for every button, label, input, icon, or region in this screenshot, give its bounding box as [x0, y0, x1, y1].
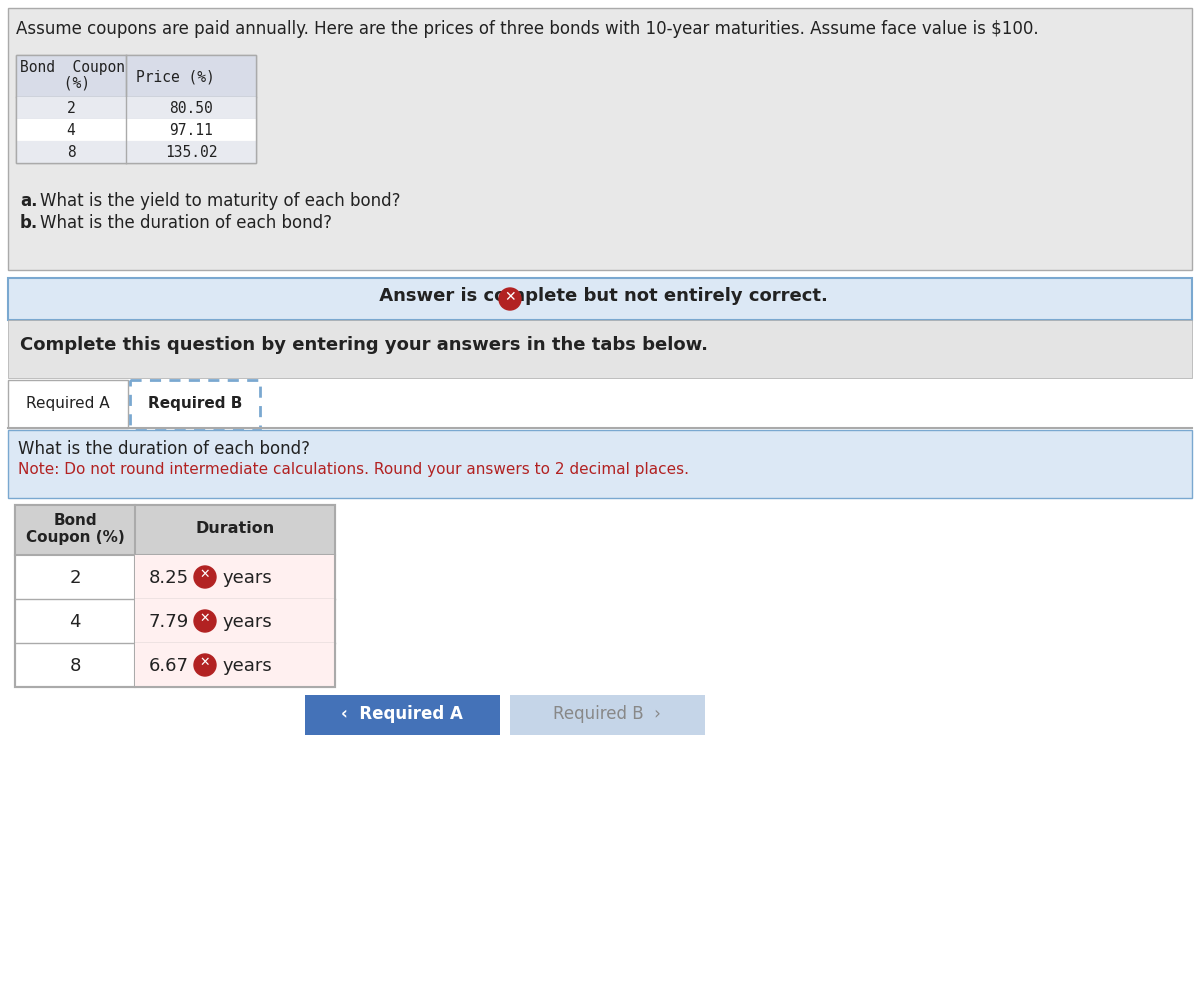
Bar: [16, 97, 256, 119]
Circle shape: [194, 654, 216, 676]
Text: years: years: [223, 569, 272, 587]
Text: 7.79: 7.79: [149, 613, 190, 631]
Text: Required B: Required B: [148, 396, 242, 411]
Text: Price (%): Price (%): [136, 69, 215, 84]
Bar: [510, 695, 706, 735]
Text: 4: 4: [67, 123, 76, 138]
Text: Complete this question by entering your answers in the tabs below.: Complete this question by entering your …: [20, 336, 708, 354]
Bar: [305, 695, 500, 735]
Text: 135.02: 135.02: [164, 145, 217, 160]
Text: Required B  ›: Required B ›: [553, 705, 661, 723]
Bar: [8, 430, 1192, 498]
Bar: [16, 119, 256, 141]
Text: (%): (%): [20, 75, 90, 90]
Text: ✕: ✕: [199, 612, 210, 625]
Text: ✕: ✕: [504, 290, 516, 304]
Text: 8: 8: [70, 657, 80, 675]
Text: years: years: [223, 613, 272, 631]
Text: Required A: Required A: [26, 396, 110, 411]
Bar: [134, 599, 335, 643]
Text: b.: b.: [20, 214, 38, 232]
Bar: [8, 278, 1192, 320]
Circle shape: [499, 288, 521, 310]
Bar: [16, 55, 256, 163]
Text: ✕: ✕: [199, 656, 210, 669]
Text: 97.11: 97.11: [169, 123, 212, 138]
Circle shape: [194, 610, 216, 632]
Bar: [14, 505, 335, 687]
Text: Duration: Duration: [196, 521, 275, 536]
Bar: [16, 141, 256, 163]
Text: ✕: ✕: [199, 568, 210, 581]
Bar: [130, 380, 260, 428]
Bar: [8, 320, 1192, 378]
Text: Note: Do not round intermediate calculations. Round your answers to 2 decimal pl: Note: Do not round intermediate calculat…: [18, 462, 689, 477]
Text: years: years: [223, 657, 272, 675]
Bar: [16, 55, 256, 163]
Text: Assume coupons are paid annually. Here are the prices of three bonds with 10-yea: Assume coupons are paid annually. Here a…: [16, 20, 1039, 38]
Bar: [134, 555, 335, 599]
Text: 80.50: 80.50: [169, 101, 212, 116]
Text: Bond
Coupon (%): Bond Coupon (%): [25, 513, 125, 545]
Bar: [14, 505, 335, 687]
Text: What is the yield to maturity of each bond?: What is the yield to maturity of each bo…: [40, 192, 401, 210]
Text: Answer is complete but not entirely correct.: Answer is complete but not entirely corr…: [372, 287, 828, 305]
Bar: [16, 55, 256, 97]
Text: 8: 8: [67, 145, 76, 160]
Text: 6.67: 6.67: [149, 657, 190, 675]
Bar: [8, 380, 128, 428]
Text: ‹  Required A: ‹ Required A: [341, 705, 463, 723]
Text: 8.25: 8.25: [149, 569, 190, 587]
Text: a.: a.: [20, 192, 37, 210]
Bar: [134, 643, 335, 687]
Text: 2: 2: [70, 569, 80, 587]
Text: Bond  Coupon: Bond Coupon: [20, 60, 125, 75]
Text: 2: 2: [67, 101, 76, 116]
Bar: [8, 8, 1192, 270]
Circle shape: [194, 566, 216, 588]
Text: What is the duration of each bond?: What is the duration of each bond?: [40, 214, 332, 232]
Bar: [14, 505, 335, 555]
Text: 4: 4: [70, 613, 80, 631]
Text: What is the duration of each bond?: What is the duration of each bond?: [18, 440, 310, 458]
